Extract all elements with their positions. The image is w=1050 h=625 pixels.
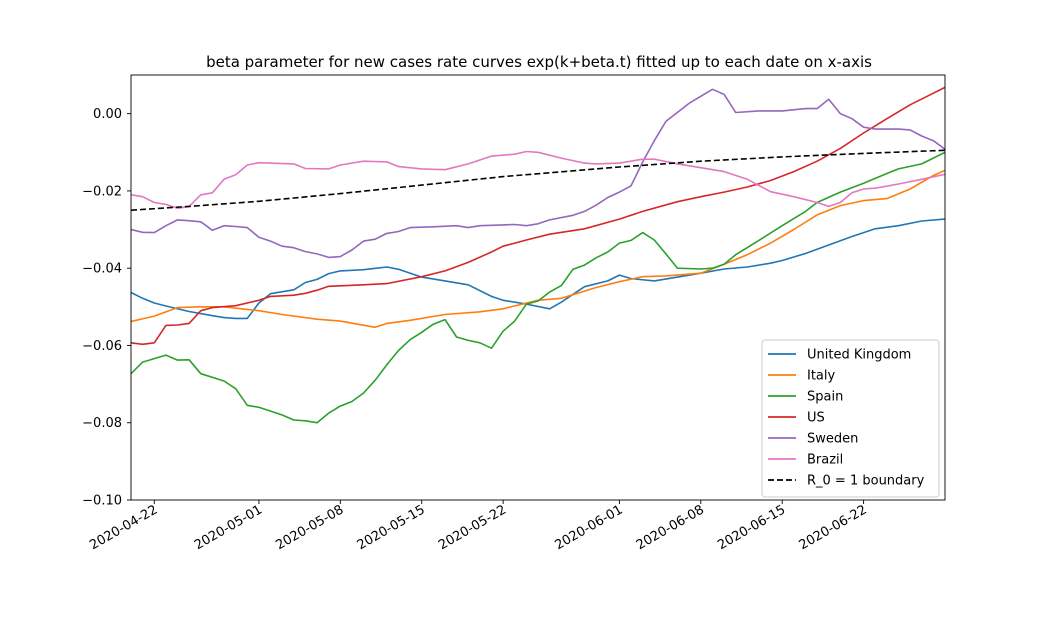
legend-label: Italy: [807, 369, 836, 384]
x-tick-label: 2020-05-22: [436, 502, 509, 553]
legend-label: United Kingdom: [807, 348, 911, 363]
legend-label: Sweden: [807, 432, 858, 447]
y-tick-label: −0.10: [82, 494, 122, 509]
y-tick-label: −0.08: [82, 416, 122, 431]
x-tick-label: 2020-05-15: [355, 502, 428, 553]
legend-box: [761, 339, 940, 498]
legend-label: US: [807, 411, 825, 426]
y-tick-label: −0.04: [82, 262, 122, 277]
legend-label: Brazil: [807, 453, 843, 468]
series-line-united-kingdom: [131, 218, 945, 320]
x-tick-label: 2020-06-01: [552, 502, 625, 553]
y-tick-label: −0.06: [82, 339, 122, 354]
x-tick-label: 2020-05-08: [273, 502, 346, 553]
series-line-italy: [131, 169, 945, 329]
x-tick-label: 2020-06-15: [715, 502, 788, 553]
series-line-r-0-1-boundary: [131, 149, 945, 211]
legend-label: R_0 = 1 boundary: [807, 474, 925, 489]
series-line-spain: [131, 151, 945, 424]
series-line-us: [131, 86, 945, 346]
legend-label: Spain: [807, 390, 843, 405]
x-tick-label: 2020-05-01: [192, 502, 265, 553]
series-line-sweden: [131, 88, 945, 259]
x-tick-label: 2020-04-22: [87, 502, 160, 553]
x-tick-label: 2020-06-22: [797, 502, 870, 553]
y-tick-label: −0.02: [82, 184, 122, 199]
y-tick-label: 0.00: [93, 107, 122, 122]
x-tick-label: 2020-06-08: [634, 502, 707, 553]
chart-title: beta parameter for new cases rate curves…: [206, 53, 872, 71]
plot-frame: [130, 74, 946, 501]
series-line-brazil: [131, 150, 945, 210]
